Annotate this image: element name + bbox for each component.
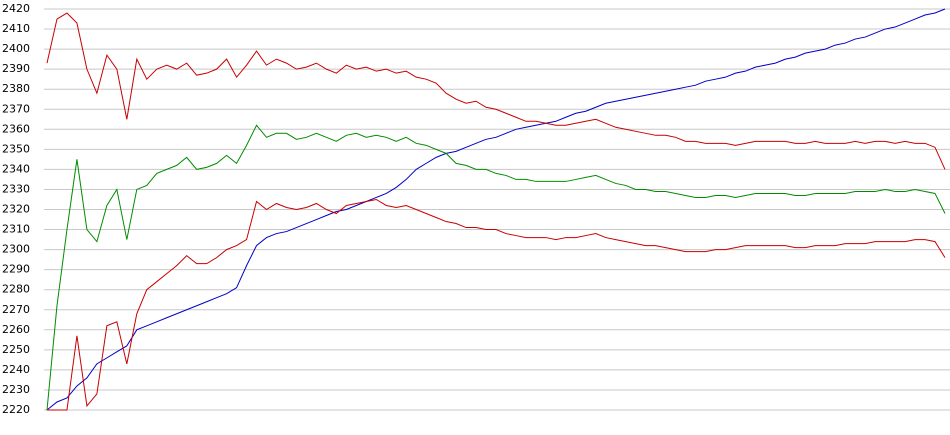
y-tick-label: 2380	[2, 82, 30, 95]
y-tick-label: 2410	[2, 22, 30, 35]
y-tick-label: 2250	[2, 343, 30, 356]
series-line	[46, 12, 946, 170]
y-tick-label: 2400	[2, 42, 30, 55]
y-tick-label: 2240	[2, 363, 30, 376]
y-tick-label: 2280	[2, 283, 30, 296]
y-tick-label: 2260	[2, 323, 30, 336]
y-tick-label: 2350	[2, 142, 30, 155]
y-tick-label: 2360	[2, 122, 30, 135]
y-tick-label: 2230	[2, 383, 30, 396]
y-tick-label: 2310	[2, 223, 30, 236]
y-tick-label: 2420	[2, 2, 30, 15]
y-tick-label: 2220	[2, 403, 30, 416]
y-tick-label: 2340	[2, 162, 30, 175]
y-tick-label: 2270	[2, 303, 30, 316]
y-tick-label: 2320	[2, 203, 30, 216]
series-line	[46, 8, 946, 411]
y-tick-label: 2290	[2, 263, 30, 276]
series-line	[46, 124, 946, 411]
y-tick-label: 2330	[2, 182, 30, 195]
y-tick-label: 2370	[2, 102, 30, 115]
series-line	[47, 198, 946, 411]
y-tick-label: 2300	[2, 243, 30, 256]
y-tick-label: 2390	[2, 62, 30, 75]
